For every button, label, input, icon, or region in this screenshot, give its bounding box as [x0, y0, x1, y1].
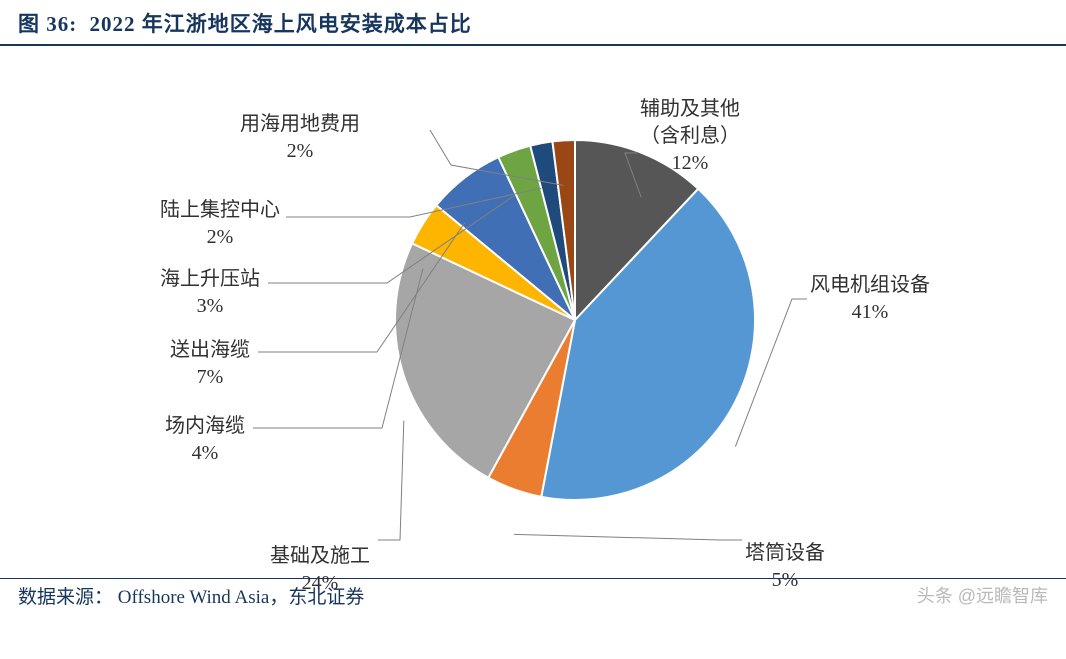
slice-label: 风电机组设备41% [810, 272, 930, 326]
figure-title-bar: 图 36: 2022 年江浙地区海上风电安装成本占比 [0, 0, 1066, 46]
leader-line [514, 534, 742, 540]
slice-label: 陆上集控中心2% [160, 197, 280, 251]
slice-label: 海上升压站3% [160, 266, 260, 320]
slice-label: 送出海缆7% [170, 337, 250, 391]
slice-label: 场内海缆4% [165, 413, 245, 467]
source-prefix: 数据来源： [18, 587, 113, 608]
slice-label: 辅助及其他（含利息）12% [640, 96, 740, 177]
pie-chart [395, 140, 755, 500]
slice-label: 用海用地费用2% [240, 111, 360, 165]
figure-title-text: 2022 年江浙地区海上风电安装成本占比 [90, 12, 472, 36]
source-bar: 数据来源： Offshore Wind Asia，东北证券 [0, 578, 1066, 614]
figure-number: 图 36: [18, 12, 77, 36]
source-text: Offshore Wind Asia，东北证券 [118, 587, 365, 608]
pie-chart-area: 辅助及其他（含利息）12%风电机组设备41%塔筒设备5%基础及施工24%场内海缆… [0, 45, 1066, 579]
watermark: 头条 @远瞻智库 [917, 582, 1048, 608]
